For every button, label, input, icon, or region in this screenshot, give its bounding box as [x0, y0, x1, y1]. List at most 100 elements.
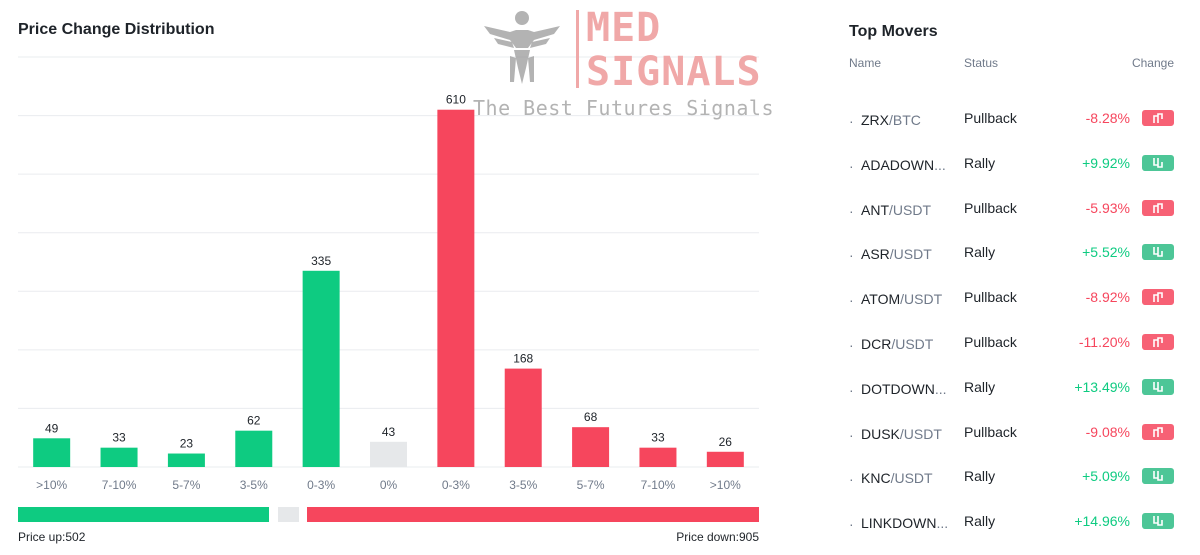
mover-status: Pullback	[964, 199, 1017, 216]
symbol-base: KNC	[861, 470, 891, 487]
mover-row[interactable]: · ZRX/BTC Pullback -8.28%	[840, 101, 1180, 145]
price-down-label: Price down:905	[676, 530, 759, 544]
bar-value-label: 33	[651, 431, 665, 445]
bar-value-label: 43	[382, 425, 396, 439]
mover-symbol[interactable]: ANT/USDT	[861, 202, 931, 218]
symbol-quote: /USDT	[889, 201, 931, 218]
price-up-bar	[18, 507, 269, 522]
price-flat-bar	[278, 507, 299, 522]
bar-up	[33, 438, 71, 467]
watermark-brand: MED SIGNALS	[586, 5, 762, 95]
bullet-icon: ·	[849, 113, 854, 129]
mover-row[interactable]: · DUSK/USDT Pullback -9.08%	[840, 415, 1180, 459]
mover-change: +5.52%	[1082, 244, 1130, 261]
symbol-base: ASR	[861, 246, 890, 263]
symbol-quote: ...	[934, 156, 946, 173]
symbol-base: ATOM	[861, 291, 901, 308]
x-tick-label: 5-7%	[577, 478, 605, 492]
mover-change: +14.96%	[1074, 513, 1130, 530]
mover-row[interactable]: · ANT/USDT Pullback -5.93%	[840, 191, 1180, 235]
mover-row[interactable]: · DOTDOWN... Rally +13.49%	[840, 370, 1180, 414]
pullback-icon	[1142, 423, 1174, 440]
symbol-base: ZRX	[861, 112, 889, 128]
mover-change: -8.28%	[1085, 110, 1130, 126]
medsignals-logo	[484, 10, 579, 88]
mover-row[interactable]: · LINKDOWN... Rally +14.96%	[840, 504, 1180, 548]
top-movers-title: Top Movers	[849, 23, 938, 40]
pullback-icon	[1142, 110, 1174, 126]
pullback-icon	[1142, 334, 1174, 350]
x-tick-label: 7-10%	[102, 478, 137, 492]
mover-symbol[interactable]: ZRX/BTC	[861, 112, 921, 128]
price-change-chart: 49 >10% 33 7-10% 23 5-7% 62 3-5% 335 0-3% 43 0% 610 0…	[18, 56, 759, 492]
mover-row[interactable]: · DCR/USDT Pullback -11.20%	[840, 325, 1180, 369]
price-up-label: Price up:502	[18, 530, 86, 544]
rally-icon	[1142, 513, 1174, 530]
bullet-icon: ·	[849, 202, 854, 219]
bullet-icon: ·	[849, 247, 854, 264]
mover-change: -5.93%	[1085, 199, 1130, 216]
mover-row[interactable]: · KNC/USDT Rally +5.09%	[840, 459, 1180, 503]
mover-symbol[interactable]: ASR/USDT	[861, 246, 932, 262]
mover-row[interactable]: · ATOM/USDT Pullback -8.92%	[840, 280, 1180, 324]
bar-value-label: 335	[311, 254, 331, 268]
symbol-quote: ...	[934, 380, 947, 397]
symbol-base: DOTDOWN	[861, 380, 935, 397]
bar-up	[100, 447, 138, 467]
mover-symbol[interactable]: DOTDOWN...	[861, 381, 947, 397]
x-tick-label: >10%	[36, 478, 67, 492]
bar-down	[504, 368, 542, 467]
pullback-icon	[1142, 289, 1174, 306]
mover-symbol[interactable]: ADADOWN...	[861, 157, 946, 173]
symbol-quote: /BTC	[889, 112, 921, 128]
symbol-quote: /USDT	[891, 336, 934, 352]
symbol-base: LINKDOWN	[861, 515, 937, 532]
bar-value-label: 168	[513, 352, 533, 366]
bullet-icon: ·	[849, 337, 854, 353]
mover-status: Pullback	[964, 423, 1017, 440]
bar-down	[706, 451, 744, 467]
bar-flat	[370, 441, 407, 467]
bar-down	[639, 447, 677, 467]
mover-status: Pullback	[964, 334, 1017, 350]
bar-value-label: 33	[112, 431, 126, 445]
bullet-icon: ·	[849, 516, 854, 533]
header-change: Change	[1131, 56, 1174, 70]
mover-symbol[interactable]: DUSK/USDT	[861, 426, 942, 442]
chart-title: Price Change Distribution	[18, 21, 215, 38]
mover-symbol[interactable]: LINKDOWN...	[861, 515, 948, 531]
symbol-quote: /USDT	[890, 470, 933, 487]
mover-symbol[interactable]: KNC/USDT	[861, 470, 933, 486]
symbol-quote: /USDT	[899, 425, 942, 442]
bar-down	[572, 427, 610, 467]
bar-up	[167, 453, 205, 467]
mover-row[interactable]: · ASR/USDT Rally +5.52%	[840, 235, 1180, 279]
header-name: Name	[849, 56, 882, 70]
symbol-quote: /USDT	[900, 291, 943, 308]
bar-value-label: 610	[446, 93, 466, 107]
rally-icon	[1142, 468, 1174, 485]
symbol-base: ANT	[861, 201, 889, 218]
bar-value-label: 68	[584, 410, 598, 424]
bar-up	[302, 270, 340, 467]
symbol-quote: ...	[936, 515, 949, 532]
mover-status: Rally	[964, 154, 996, 171]
header-status: Status	[964, 56, 999, 70]
mover-status: Pullback	[964, 110, 1017, 126]
bullet-icon: ·	[849, 292, 854, 309]
bullet-icon: ·	[849, 381, 854, 398]
symbol-base: DCR	[861, 336, 892, 352]
mover-row[interactable]: · ADADOWN... Rally +9.92%	[840, 146, 1180, 190]
mover-change: -11.20%	[1078, 334, 1130, 350]
mover-status: Rally	[964, 513, 996, 530]
bar-value-label: 49	[45, 421, 59, 435]
rally-icon	[1142, 154, 1174, 171]
mover-symbol[interactable]: ATOM/USDT	[861, 291, 942, 307]
mover-status: Rally	[964, 468, 996, 485]
symbol-quote: /USDT	[889, 246, 932, 263]
mover-status: Rally	[964, 244, 996, 261]
watermark-tagline: The Best Futures Signals	[473, 96, 774, 120]
mover-symbol[interactable]: DCR/USDT	[861, 336, 933, 352]
symbol-base: DUSK	[861, 425, 900, 442]
mover-status: Rally	[964, 378, 996, 395]
